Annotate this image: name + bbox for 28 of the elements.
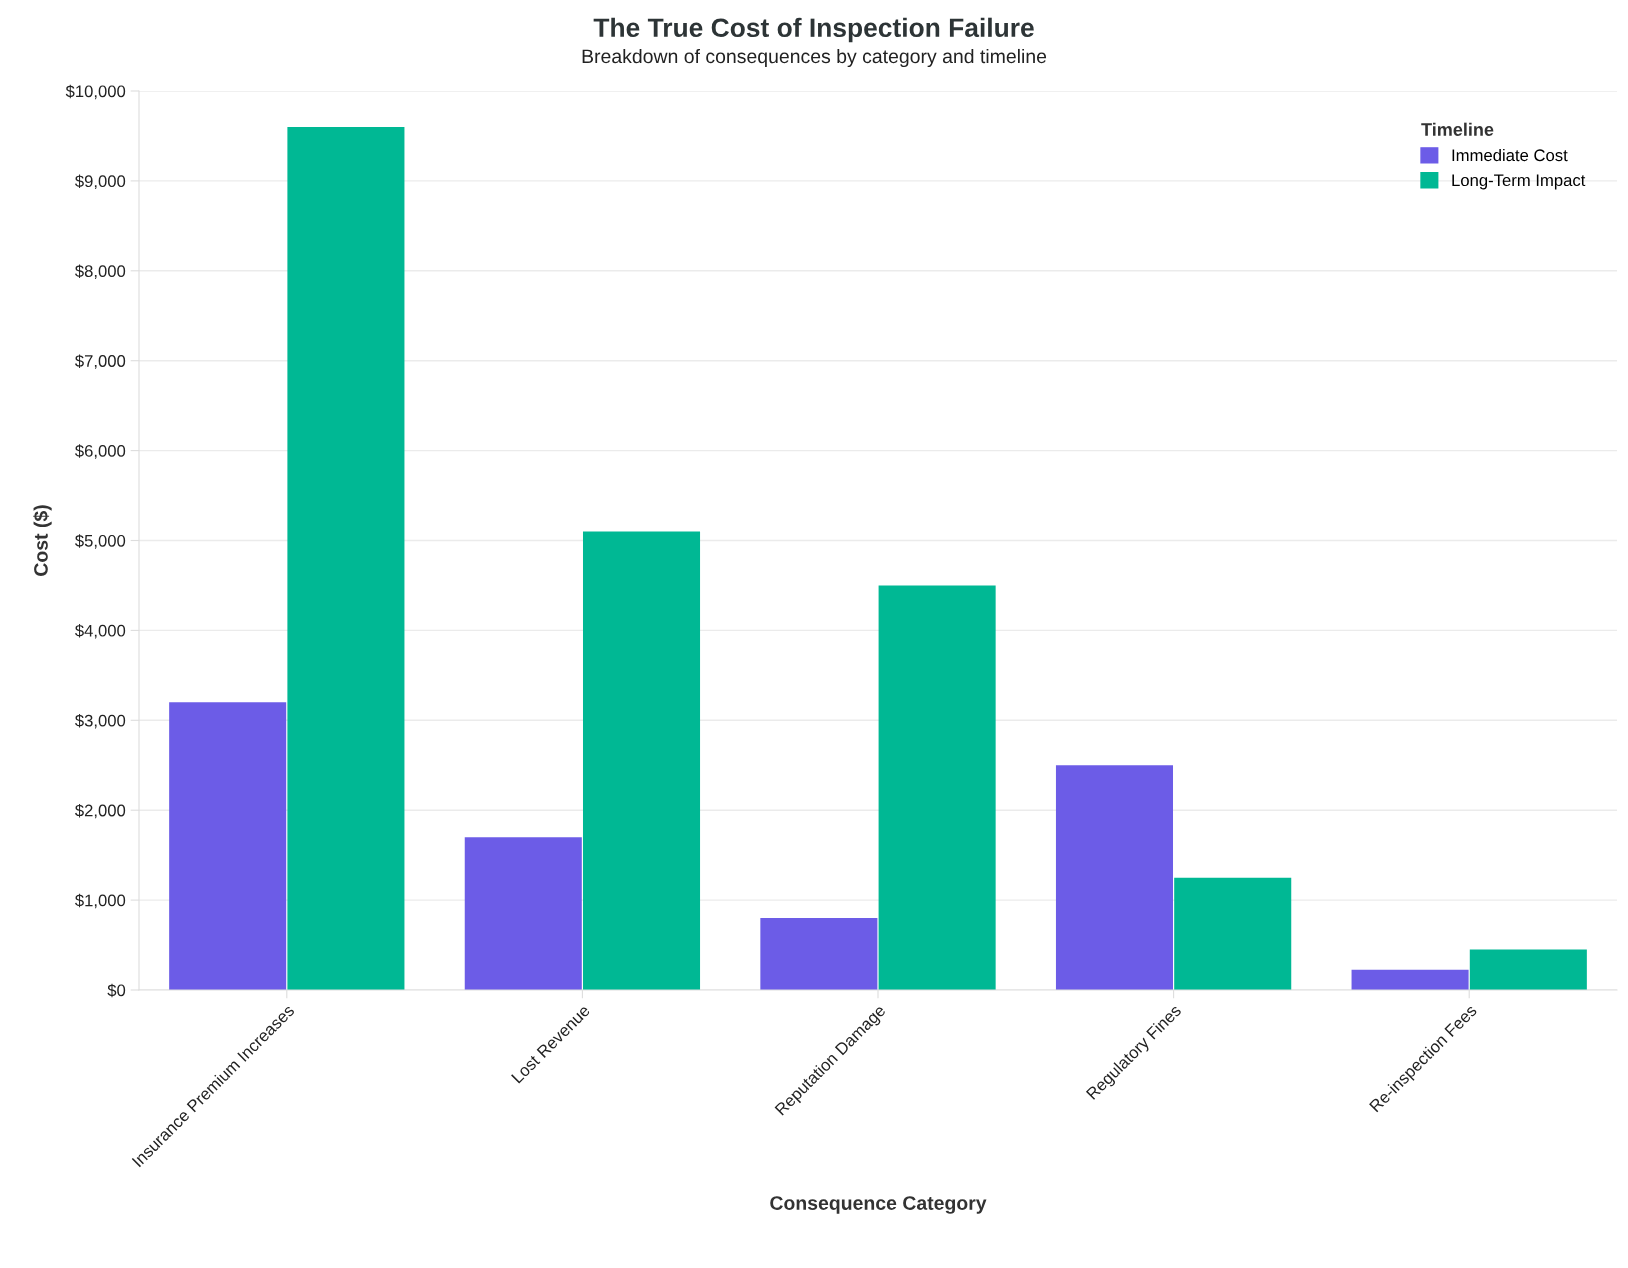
- chart-subtitle: Breakdown of consequences by category and timeline: [582, 48, 1047, 68]
- y-tick-label: $9,000: [75, 174, 126, 190]
- bar: [287, 126, 405, 990]
- legend-title: Timeline: [1421, 122, 1494, 136]
- y-axis-title: Cost ($): [33, 505, 52, 576]
- y-tick-label: $6,000: [75, 444, 126, 459]
- chart-title: The True Cost of Inspection Failure: [593, 17, 1034, 43]
- bar: [878, 585, 996, 990]
- y-tick-label: $5,000: [75, 534, 126, 549]
- bar: [582, 531, 701, 990]
- y-tick-label: $0: [107, 983, 126, 998]
- bar: [1174, 877, 1292, 990]
- bar: [1055, 765, 1174, 990]
- y-tick-label: $4,000: [75, 624, 126, 639]
- y-tick-label: $7,000: [75, 354, 126, 369]
- x-axis-title: Consequence Category: [770, 1196, 987, 1214]
- bar: [1469, 949, 1587, 990]
- bar: [1351, 969, 1469, 990]
- legend-label: Long-Term Impact: [1452, 174, 1586, 190]
- bar: [169, 702, 287, 990]
- y-tick-label: $1,000: [75, 893, 126, 909]
- legend-label: Immediate Cost: [1452, 148, 1568, 162]
- y-tick-label: $2,000: [75, 803, 126, 819]
- y-tick-label: $3,000: [75, 714, 126, 729]
- bar: [760, 918, 878, 990]
- bar: [464, 837, 582, 990]
- y-tick-label: $10,000: [65, 84, 126, 100]
- y-tick-label: $8,000: [75, 264, 126, 279]
